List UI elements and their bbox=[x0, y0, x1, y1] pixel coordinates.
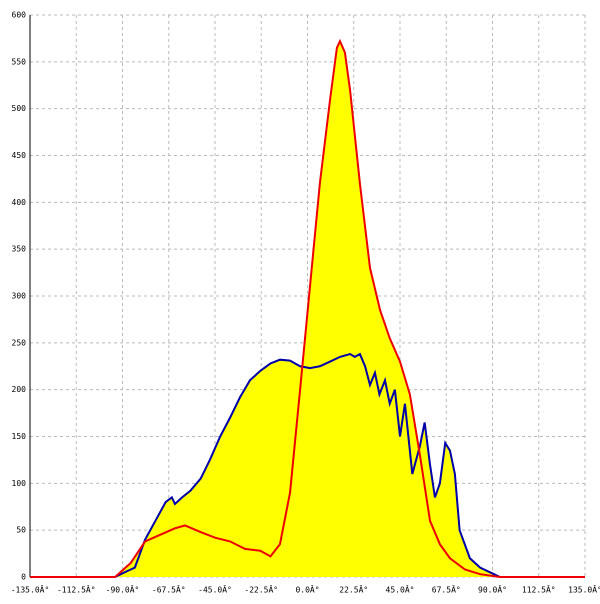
y-tick-label: 300 bbox=[12, 292, 27, 301]
x-tick-label: 135.0Â° bbox=[568, 584, 600, 595]
x-tick-label: 67.5Â° bbox=[432, 584, 461, 595]
y-tick-label: 250 bbox=[12, 338, 27, 347]
x-tick-label: 112.5Â° bbox=[522, 584, 556, 595]
y-tick-label: 600 bbox=[12, 11, 27, 20]
y-tick-label: 50 bbox=[16, 526, 26, 535]
y-tick-label: 0 bbox=[21, 573, 26, 582]
x-tick-label: 90.0Â° bbox=[478, 584, 507, 595]
x-tick-label: -45.0Â° bbox=[198, 584, 232, 595]
x-tick-label: -67.5Â° bbox=[152, 584, 186, 595]
x-tick-label: -22.5Â° bbox=[244, 584, 278, 595]
y-tick-label: 100 bbox=[12, 479, 27, 488]
y-tick-label: 350 bbox=[12, 245, 27, 254]
y-tick-label: 550 bbox=[12, 57, 27, 66]
y-tick-label: 500 bbox=[12, 104, 27, 113]
x-tick-label: -90.0Â° bbox=[106, 584, 140, 595]
x-tick-label: 22.5Â° bbox=[339, 584, 368, 595]
y-tick-label: 400 bbox=[12, 198, 27, 207]
area-fill bbox=[30, 41, 585, 577]
x-tick-label: 0.0Â° bbox=[295, 584, 319, 595]
x-tick-label: -135.0Â° bbox=[11, 584, 50, 595]
y-tick-label: 150 bbox=[12, 432, 27, 441]
x-tick-label: -112.5Â° bbox=[57, 584, 96, 595]
y-tick-label: 450 bbox=[12, 151, 27, 160]
series-line bbox=[114, 352, 501, 578]
series-line bbox=[30, 38, 585, 578]
y-tick-label: 200 bbox=[12, 385, 27, 394]
x-tick-label: 45.0Â° bbox=[386, 584, 415, 595]
